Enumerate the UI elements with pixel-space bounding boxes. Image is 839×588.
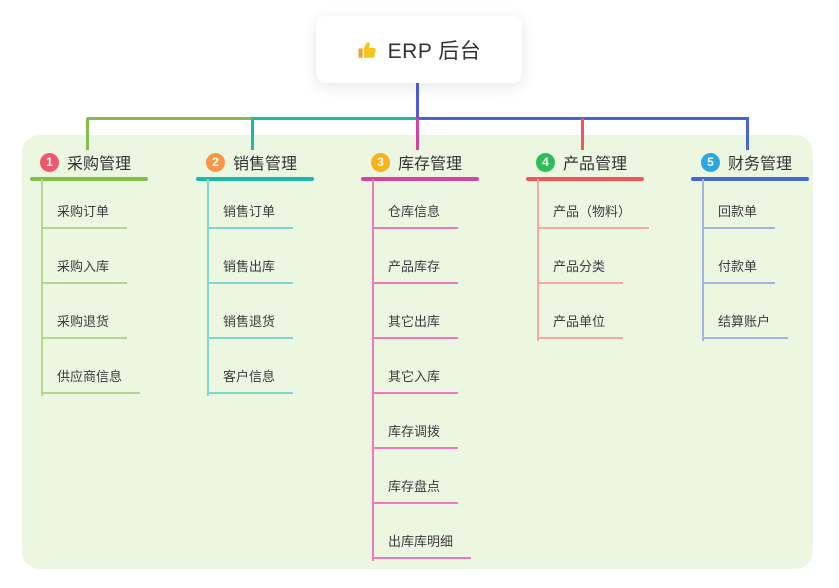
branches-background-panel bbox=[22, 135, 813, 569]
connector-left-inner bbox=[251, 117, 419, 120]
drop-line-sales bbox=[251, 118, 254, 150]
root-connector-line bbox=[416, 83, 419, 120]
badge-3: 3 bbox=[371, 152, 390, 172]
child-node[interactable]: 采购退货 bbox=[41, 313, 128, 339]
root-title: ERP 后台 bbox=[387, 39, 482, 63]
child-node[interactable]: 库存盘点 bbox=[372, 478, 459, 504]
drop-line-inventory bbox=[416, 118, 419, 150]
child-node[interactable]: 出库库明细 bbox=[372, 533, 472, 559]
branch-inventory-label: 库存管理 bbox=[398, 156, 463, 173]
child-node[interactable]: 产品单位 bbox=[537, 313, 624, 339]
branch-product-trunk bbox=[537, 179, 539, 341]
branch-finance-label: 财务管理 bbox=[728, 156, 793, 173]
drop-line-product bbox=[581, 118, 584, 150]
child-node[interactable]: 销售订单 bbox=[207, 203, 294, 229]
branch-purchase-trunk bbox=[41, 179, 43, 396]
branch-finance-underline bbox=[691, 177, 809, 181]
child-node[interactable]: 客户信息 bbox=[207, 368, 294, 394]
child-node[interactable]: 产品库存 bbox=[372, 258, 459, 284]
child-node[interactable]: 采购订单 bbox=[41, 203, 128, 229]
branch-finance-trunk bbox=[702, 179, 704, 341]
child-node[interactable]: 产品分类 bbox=[537, 258, 624, 284]
branch-product-header[interactable]: 4 产品管理 bbox=[536, 150, 627, 174]
branch-purchase-label: 采购管理 bbox=[67, 156, 132, 173]
branch-sales-header[interactable]: 2 销售管理 bbox=[206, 150, 297, 174]
root-node[interactable]: ERP 后台 bbox=[316, 16, 522, 83]
child-node[interactable]: 付款单 bbox=[702, 258, 776, 284]
drop-line-purchase bbox=[86, 118, 89, 150]
branch-product-label: 产品管理 bbox=[563, 156, 628, 173]
child-node[interactable]: 仓库信息 bbox=[372, 203, 459, 229]
branch-product-underline bbox=[526, 177, 644, 181]
child-node[interactable]: 销售退货 bbox=[207, 313, 294, 339]
branch-sales-trunk bbox=[207, 179, 209, 396]
branch-purchase-header[interactable]: 1 采购管理 bbox=[40, 150, 131, 174]
branch-inventory-underline bbox=[361, 177, 479, 181]
child-node[interactable]: 其它出库 bbox=[372, 313, 459, 339]
badge-1: 1 bbox=[40, 152, 59, 172]
branch-finance-header[interactable]: 5 财务管理 bbox=[701, 150, 792, 174]
child-node[interactable]: 销售出库 bbox=[207, 258, 294, 284]
badge-5: 5 bbox=[701, 152, 720, 172]
badge-4: 4 bbox=[536, 152, 555, 172]
branch-inventory-header[interactable]: 3 库存管理 bbox=[371, 150, 462, 174]
child-node[interactable]: 供应商信息 bbox=[41, 368, 141, 394]
thumbs-up-icon bbox=[357, 39, 379, 61]
badge-2: 2 bbox=[206, 152, 225, 172]
child-node[interactable]: 库存调拨 bbox=[372, 423, 459, 449]
branch-purchase-underline bbox=[30, 177, 148, 181]
branch-sales-label: 销售管理 bbox=[233, 156, 298, 173]
drop-line-finance bbox=[746, 118, 749, 150]
branch-inventory-trunk bbox=[372, 179, 374, 561]
child-node[interactable]: 回款单 bbox=[702, 203, 776, 229]
child-node[interactable]: 产品（物料） bbox=[537, 203, 650, 229]
child-node[interactable]: 结算账户 bbox=[702, 313, 789, 339]
connector-left-outer bbox=[87, 117, 254, 120]
branch-sales-underline bbox=[196, 177, 314, 181]
child-node[interactable]: 其它入库 bbox=[372, 368, 459, 394]
child-node[interactable]: 采购入库 bbox=[41, 258, 128, 284]
